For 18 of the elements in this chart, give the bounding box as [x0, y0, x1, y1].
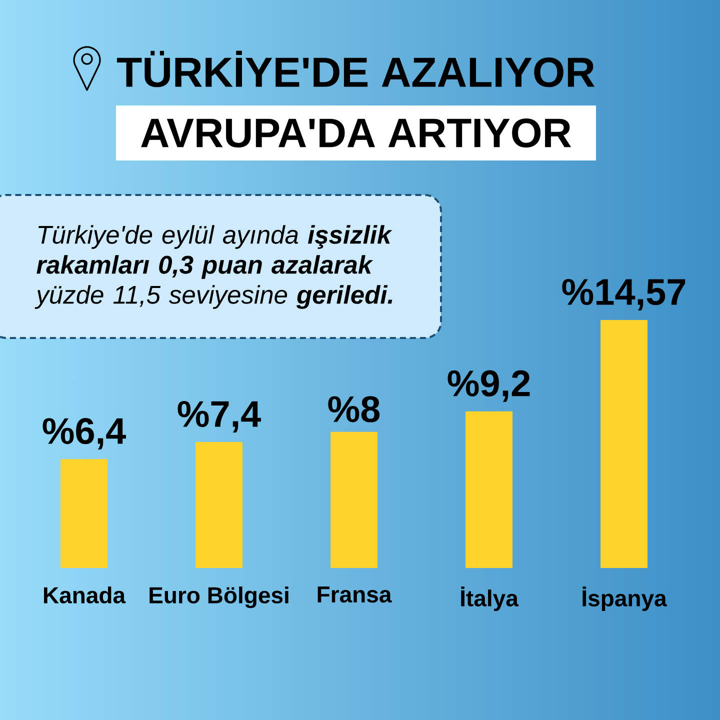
x-tick-label: İspanya	[582, 586, 667, 611]
bar	[196, 442, 243, 568]
bar	[600, 320, 648, 568]
chart-title: TÜRKİYE'DE AZALIYOR	[116, 50, 595, 88]
x-tick-label: Fransa	[318, 586, 392, 603]
bar	[330, 432, 378, 568]
data-label: %8	[328, 396, 380, 422]
x-tick-label: Euro Bölgesi	[150, 586, 288, 608]
data-label: %14,57	[562, 279, 686, 310]
data-label: %6,4	[42, 418, 126, 450]
bar	[60, 459, 108, 568]
data-label: %7,4	[178, 401, 261, 433]
x-tick-label: İtalya	[461, 586, 519, 611]
chart-subtitle: AVRUPA'DA ARTIYOR	[141, 118, 572, 148]
data-label: %9,2	[448, 370, 530, 402]
x-tick-label: Kanada	[44, 586, 126, 604]
text: Türkiye'de eylül ayında işsizlik rakamları 0,3 puan azalarak yüzde 11,5 seviyesine geriledi.	[34, 225, 392, 309]
bar	[466, 411, 513, 568]
